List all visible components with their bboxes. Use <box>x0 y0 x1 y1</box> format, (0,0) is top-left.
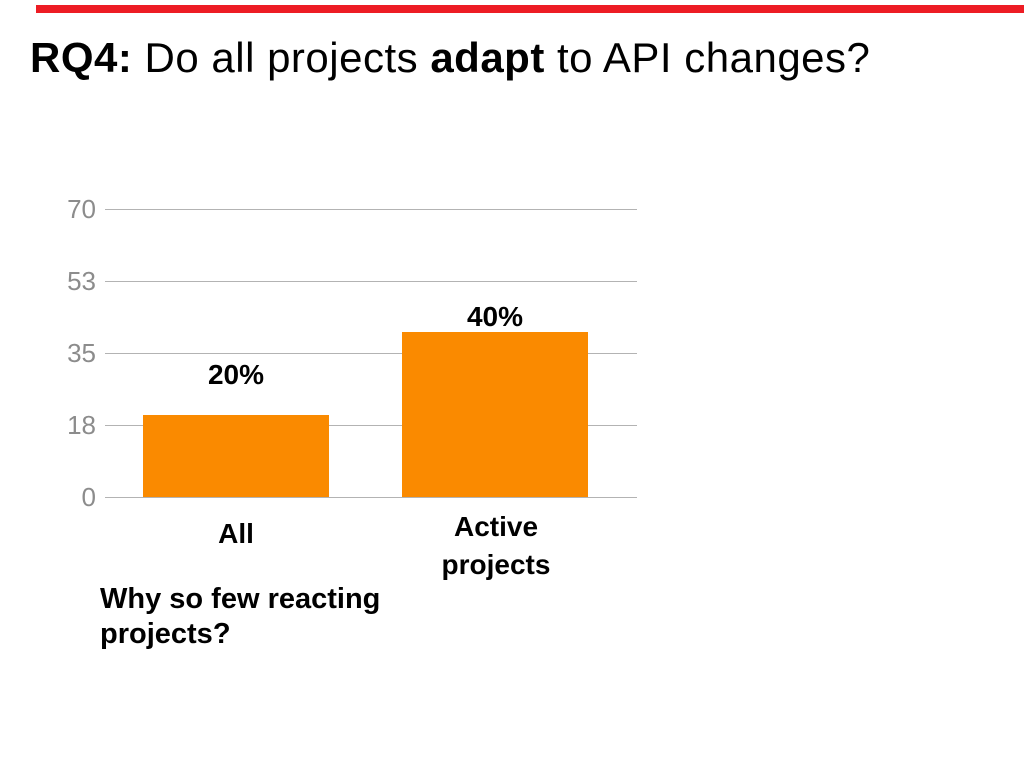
y-axis-tick-70: 70 <box>67 194 96 224</box>
bar-active-projects <box>402 332 588 497</box>
gridline-18 <box>105 425 637 426</box>
gridline-0 <box>105 497 637 498</box>
category-label-all: All <box>218 518 254 549</box>
title-text-1: Do all projects <box>132 34 431 81</box>
question-text: Why so few reacting projects? <box>100 583 381 650</box>
data-label-all: 20% <box>207 359 265 390</box>
y-axis-tick-35: 35 <box>67 338 96 368</box>
gridline-53 <box>105 281 637 282</box>
y-axis-tick-0: 0 <box>81 482 96 512</box>
y-axis-tick-53: 53 <box>67 266 96 296</box>
gridline-35 <box>105 353 637 354</box>
title-text-2: to API changes? <box>544 34 871 81</box>
title-adapt-word: adapt <box>430 34 545 81</box>
data-label-active-projects: 40% <box>466 301 524 332</box>
gridline-70 <box>105 209 637 210</box>
y-axis-tick-18: 18 <box>67 410 96 440</box>
bar-all <box>143 415 329 497</box>
title-rq4-label: RQ4: <box>30 34 133 81</box>
category-label-active-projects: Active projects <box>441 511 551 580</box>
top-accent-bar <box>36 5 1024 13</box>
slide-title: RQ4: Do all projects adapt to API change… <box>30 33 870 83</box>
